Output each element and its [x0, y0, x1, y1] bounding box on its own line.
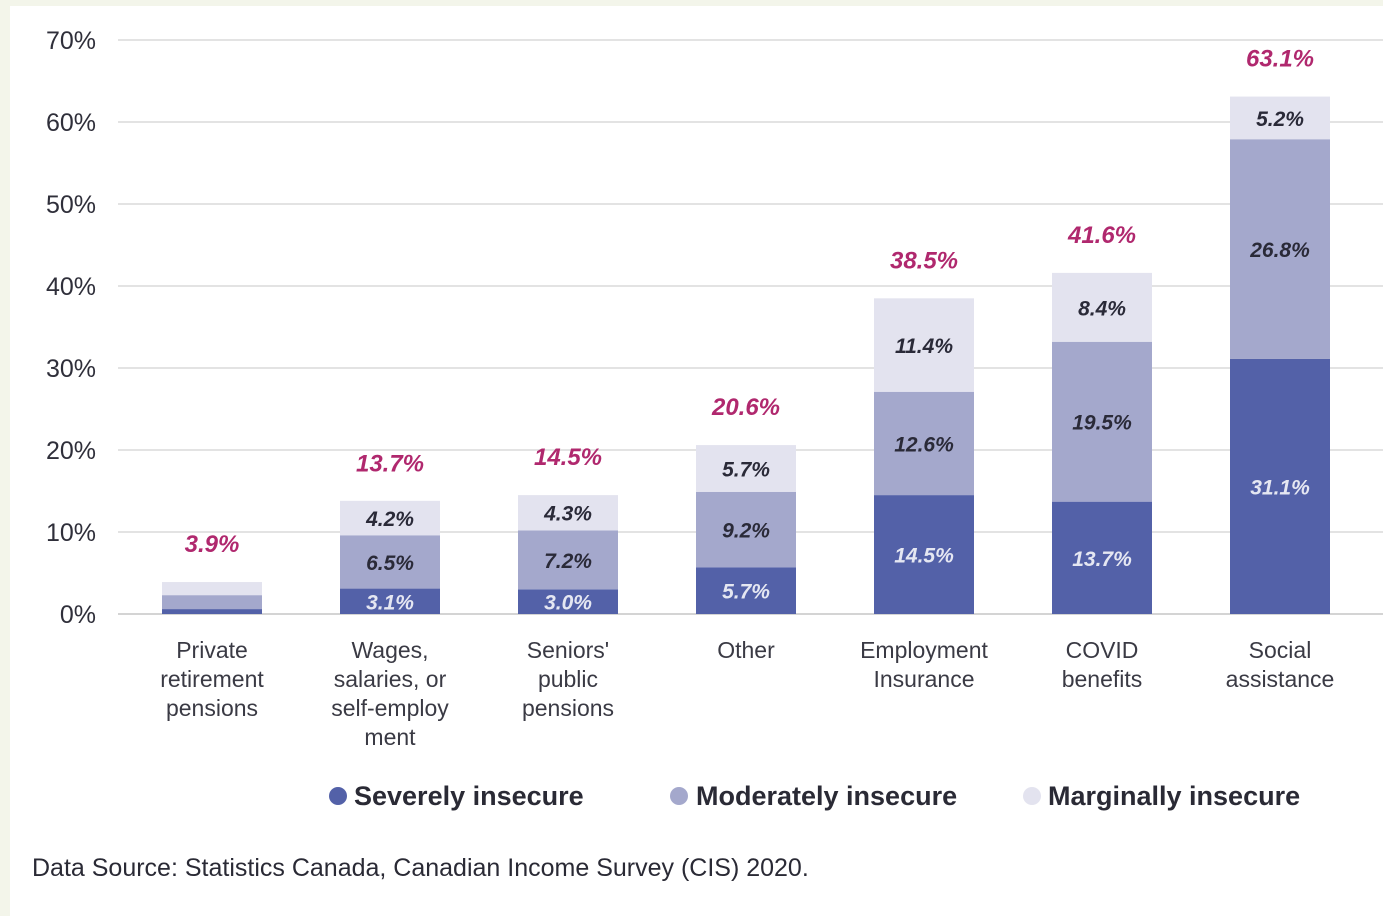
x-category-label: Wages, [351, 637, 428, 663]
bar-segment [874, 298, 974, 392]
segment-value-label: 3.0% [544, 592, 592, 615]
segment-value-label: 5.7% [722, 458, 770, 481]
y-tick-label: 0% [60, 601, 96, 629]
segment-value-label: 19.5% [1072, 412, 1132, 435]
x-category-label: salaries, or [334, 666, 447, 692]
total-value-label: 63.1% [1246, 46, 1314, 73]
segment-value-label: 3.1% [366, 591, 414, 614]
legend-label: Severely insecure [354, 781, 584, 811]
x-category-label: Employment [860, 637, 988, 663]
bar-segment [340, 588, 440, 614]
segment-value-label: 11.4% [895, 335, 953, 358]
bar-segment [1052, 341, 1152, 502]
total-value-label: 38.5% [890, 247, 958, 274]
segment-value-label: 14.5% [894, 545, 954, 568]
x-category-label: pensions [522, 695, 614, 721]
x-category-label: Other [717, 637, 775, 663]
stacked-bar-chart: 0% 10% 20% 30% 40% 50% 60% 70% 3.9% Private retire… [46, 27, 1383, 811]
y-tick-label: 50% [46, 191, 96, 219]
bar-segment [1230, 139, 1330, 359]
y-tick-label: 30% [46, 355, 96, 383]
bar-segment [518, 495, 618, 531]
segment-value-label: 5.2% [1256, 108, 1304, 131]
legend-label: Marginally insecure [1048, 781, 1300, 811]
y-tick-label: 20% [46, 437, 96, 465]
y-tick-label: 10% [46, 519, 96, 547]
x-category-label: Private [176, 637, 248, 663]
x-category-label: Social [1249, 637, 1312, 663]
x-category-label: Seniors' [527, 637, 609, 663]
bar-segment [1230, 358, 1330, 614]
bar-segment [1052, 272, 1152, 342]
total-value-label: 13.7% [356, 451, 424, 478]
segment-value-label: 26.8% [1249, 239, 1310, 262]
segment-value-label: 6.5% [366, 552, 414, 575]
bar-segment [696, 567, 796, 614]
x-category-label: Insurance [873, 666, 974, 692]
bar-segment [874, 391, 974, 496]
segment-value-label: 4.2% [365, 508, 414, 531]
chart-card: 0% 10% 20% 30% 40% 50% 60% 70% 3.9% Private retire… [10, 6, 1383, 916]
segment-value-label: 31.1% [1250, 476, 1310, 499]
y-tick-label: 60% [46, 109, 96, 137]
x-category-label: public [538, 666, 598, 692]
total-value-label: 14.5% [534, 444, 602, 471]
bar-segment [518, 530, 618, 590]
segment-value-label: 5.7% [722, 581, 770, 604]
total-value-label: 20.6% [711, 394, 780, 421]
y-tick-label: 40% [46, 273, 96, 301]
x-category-label: assistance [1226, 666, 1335, 692]
x-category-label: self-employ [331, 695, 449, 721]
segment-value-label: 7.2% [544, 550, 592, 573]
segment-value-label: 12.6% [894, 433, 954, 456]
x-category-label: retirement [160, 666, 264, 692]
legend-marker [329, 787, 347, 805]
segment-value-label: 9.2% [722, 520, 770, 543]
y-tick-label: 70% [46, 27, 96, 55]
x-category-label: pensions [166, 695, 258, 721]
x-category-label: benefits [1062, 666, 1143, 692]
legend-marker [670, 787, 688, 805]
bar-segment [340, 500, 440, 536]
segment-value-label: 8.4% [1078, 297, 1126, 320]
total-value-label: 41.6% [1067, 222, 1136, 249]
bar-segment [696, 445, 796, 492]
bar-segment [874, 495, 974, 614]
segment-value-label: 13.7% [1072, 548, 1132, 571]
bar-segment [162, 595, 262, 610]
legend-marker [1023, 787, 1041, 805]
bar-segment [162, 609, 262, 614]
legend-label: Moderately insecure [696, 781, 957, 811]
bar-segment [1230, 96, 1330, 140]
bar-segment [162, 582, 262, 596]
bar-segment [696, 491, 796, 568]
segment-value-label: 4.3% [543, 503, 592, 526]
x-category-label: ment [364, 724, 416, 750]
x-category-label: COVID [1066, 637, 1139, 663]
total-value-label: 3.9% [185, 531, 240, 558]
bar-segment [340, 535, 440, 589]
data-source-note: Data Source: Statistics Canada, Canadian… [32, 854, 809, 882]
bar-segment [518, 589, 618, 614]
bar-segment [1052, 501, 1152, 614]
